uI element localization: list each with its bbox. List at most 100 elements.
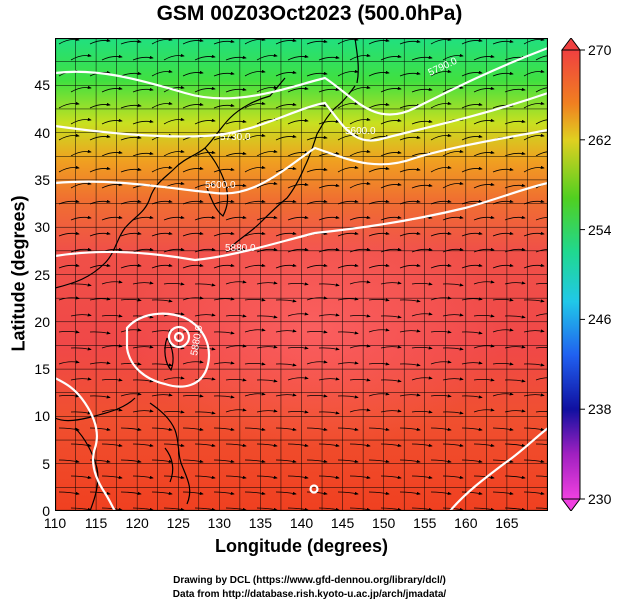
coastlines: [55, 38, 359, 511]
streamline-arrow: [504, 151, 526, 157]
streamline-arrow: [58, 459, 80, 463]
streamline-arrow: [120, 427, 142, 431]
streamline-arrow: [399, 329, 421, 333]
map-plot: 5790.0 5600.0 5730.0 5600.0 5880.0 5880.…: [55, 38, 548, 511]
streamline-arrow: [194, 347, 216, 351]
y-tick-label: 20: [34, 313, 50, 330]
streamline-arrow: [399, 71, 421, 77]
streamline-arrow: [256, 215, 278, 221]
streamline-arrow: [163, 117, 185, 125]
streamline-arrow: [132, 409, 154, 413]
streamline-arrow: [442, 443, 464, 447]
streamline-arrow: [430, 394, 452, 398]
streamline-arrow: [349, 181, 371, 189]
streamline-arrow: [318, 347, 340, 351]
streamline-arrow: [151, 393, 173, 397]
streamline-arrow: [523, 69, 545, 77]
colorbar-tick-label: 246: [588, 311, 612, 328]
streamline-arrow: [194, 86, 216, 93]
streamline-arrow: [256, 315, 278, 319]
streamline-arrow: [461, 134, 483, 141]
streamline-arrow: [287, 376, 309, 381]
x-tick-label: 140: [289, 515, 314, 531]
streamline-arrow: [523, 38, 545, 45]
streamline-arrow: [132, 379, 154, 383]
streamline-arrow: [132, 443, 154, 447]
streamline-arrow: [430, 199, 452, 205]
streamline-arrow: [132, 119, 154, 125]
streamline-arrow: [411, 410, 433, 414]
streamline-arrow: [337, 38, 359, 45]
streamline-arrow: [163, 282, 185, 286]
streamline-arrow: [120, 103, 142, 109]
contour-5790: [55, 46, 548, 116]
streamline-arrow: [182, 38, 204, 45]
streamline-arrow: [120, 459, 142, 463]
streamline-arrow: [411, 87, 433, 93]
colorbar-tick-label: 262: [588, 131, 612, 148]
streamline-arrow: [535, 346, 548, 349]
streamline-arrow: [504, 379, 526, 383]
streamline-arrow: [275, 199, 297, 205]
streamline-arrow: [380, 54, 402, 61]
streamline-arrow: [89, 491, 111, 495]
streamline-arrow: [244, 199, 266, 205]
streamline-arrow: [535, 151, 548, 157]
coast-vietnam: [74, 427, 99, 511]
streamline-arrow: [120, 298, 142, 302]
streamline-arrow: [399, 459, 421, 463]
streamline-arrow: [442, 377, 464, 381]
streamline-arrow: [151, 101, 173, 109]
streamline-arrow: [151, 427, 173, 431]
streamline-arrow: [473, 182, 495, 189]
streamline-arrow: [380, 409, 402, 413]
streamline-arrow: [70, 149, 92, 157]
streamline-arrow: [461, 102, 483, 109]
colorbar-tick-label: 230: [588, 491, 612, 507]
streamline-arrow: [318, 475, 340, 479]
streamline-arrow: [523, 231, 545, 237]
streamline-arrow: [504, 87, 526, 93]
streamline-arrow: [318, 283, 340, 287]
streamline-arrow: [473, 378, 495, 382]
streamline-arrow: [535, 377, 548, 381]
streamline-arrow: [318, 411, 340, 415]
streamline-arrow: [318, 55, 340, 61]
wind-streamlines: [58, 38, 548, 511]
streamline-arrow: [89, 331, 111, 335]
streamline-arrow: [225, 507, 247, 511]
streamline-arrow: [535, 313, 548, 317]
streamline-arrow: [461, 297, 483, 301]
streamline-arrow: [306, 39, 328, 45]
streamline-arrow: [101, 118, 123, 125]
streamline-arrow: [430, 491, 452, 495]
streamline-arrow: [411, 183, 433, 189]
streamline-arrow: [256, 247, 278, 253]
height-contours: [55, 46, 548, 511]
streamline-arrow: [337, 199, 359, 205]
coast-philippines: [149, 402, 191, 505]
streamline-arrow: [182, 263, 204, 269]
streamline-arrow: [89, 38, 111, 45]
streamline-arrow: [504, 281, 526, 285]
streamline-arrow: [287, 507, 309, 511]
streamline-arrow: [275, 427, 297, 431]
streamline-arrow: [535, 410, 548, 413]
streamline-arrow: [306, 459, 328, 463]
streamline-arrow: [182, 459, 204, 463]
contour-5910-south: [55, 377, 116, 511]
streamline-arrow: [523, 199, 545, 205]
streamline-arrow: [504, 475, 526, 479]
streamline-arrow: [492, 263, 514, 269]
streamline-arrow: [120, 199, 142, 205]
streamline-arrow: [337, 427, 359, 431]
coast-japan: [229, 85, 356, 249]
streamline-arrow: [194, 283, 216, 287]
streamline-arrow: [70, 313, 92, 317]
streamline-arrow: [461, 459, 483, 463]
streamline-arrow: [523, 299, 545, 303]
streamline-arrow: [306, 296, 328, 301]
streamline-arrow: [151, 363, 173, 367]
streamline-arrow: [430, 427, 452, 431]
streamline-arrow: [70, 181, 92, 189]
